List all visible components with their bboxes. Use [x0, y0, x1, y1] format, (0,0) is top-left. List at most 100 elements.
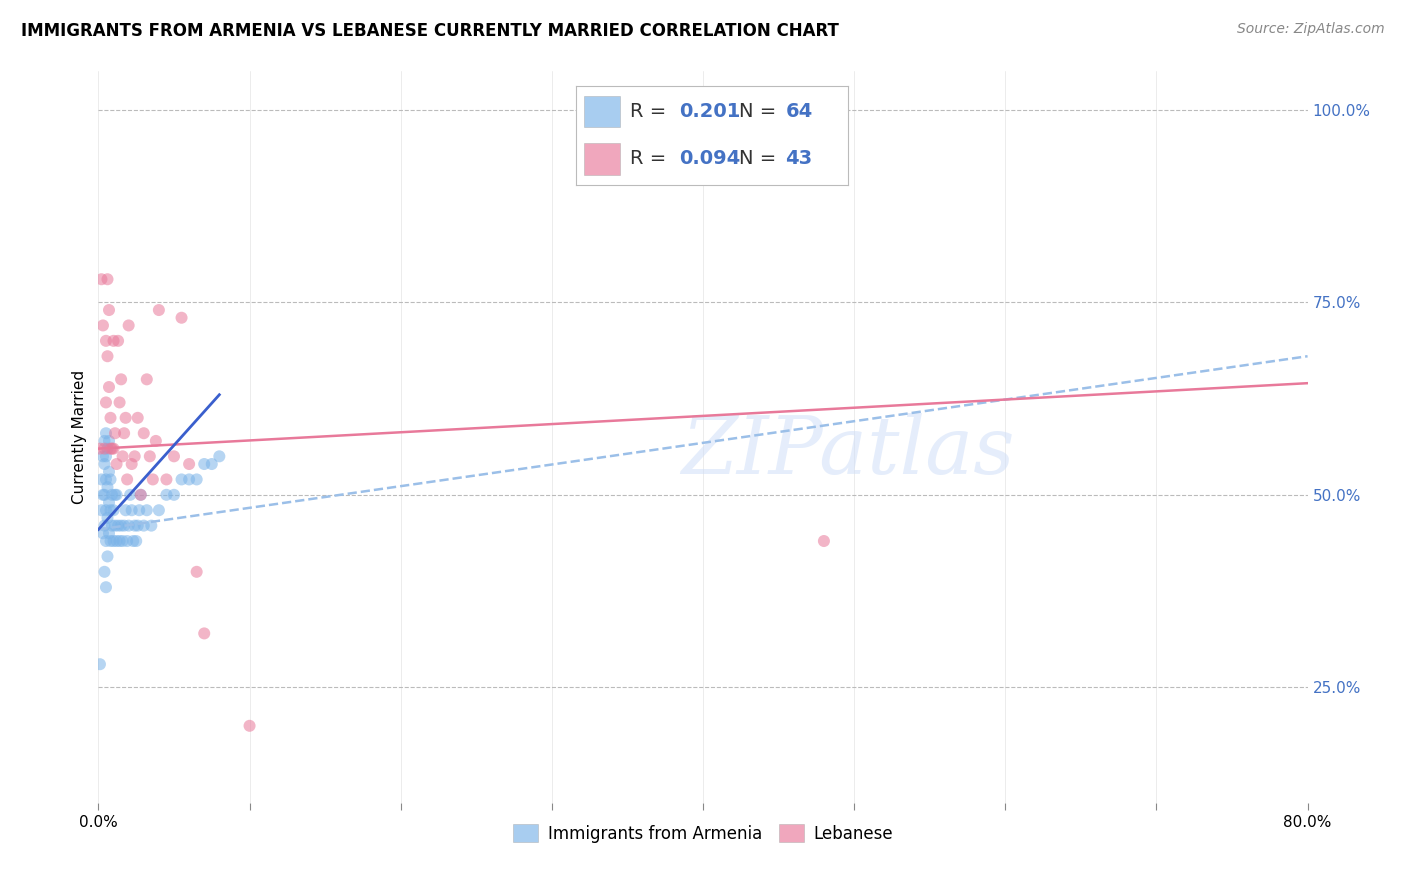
Point — [94, 534, 117, 549]
Point — [100, 472, 122, 486]
Point — [813, 534, 835, 549]
Point — [96, 272, 118, 286]
Point — [96, 549, 118, 564]
Point — [148, 303, 170, 318]
Point — [94, 580, 117, 594]
Point — [108, 395, 131, 409]
Point — [98, 465, 121, 479]
Point — [105, 457, 128, 471]
Text: Source: ZipAtlas.com: Source: ZipAtlas.com — [1237, 22, 1385, 37]
Point — [179, 472, 201, 486]
Point — [90, 503, 112, 517]
Point — [142, 472, 165, 486]
Point — [111, 450, 134, 464]
Point — [135, 503, 157, 517]
Point — [155, 472, 177, 486]
Point — [89, 657, 111, 672]
Point — [115, 534, 138, 549]
Point — [121, 457, 143, 471]
Point — [98, 495, 121, 509]
Point — [128, 503, 150, 517]
Point — [103, 442, 125, 456]
Point — [100, 410, 122, 425]
Point — [96, 511, 118, 525]
Point — [104, 426, 127, 441]
Point — [118, 518, 141, 533]
Point — [124, 450, 146, 464]
Point — [98, 434, 121, 448]
Point — [93, 434, 115, 448]
Point — [96, 480, 118, 494]
Point — [125, 534, 148, 549]
Point — [145, 434, 167, 448]
Point — [112, 426, 135, 441]
Point — [101, 518, 124, 533]
Point — [90, 272, 112, 286]
Point — [193, 457, 215, 471]
Point — [193, 626, 215, 640]
Point — [122, 534, 145, 549]
Point — [89, 442, 111, 456]
Point — [132, 518, 155, 533]
Point — [96, 349, 118, 363]
Point — [103, 334, 125, 348]
Point — [170, 310, 193, 325]
Point — [91, 526, 114, 541]
Text: ZIPatlas: ZIPatlas — [682, 413, 1015, 491]
Point — [100, 534, 122, 549]
Point — [104, 518, 127, 533]
Point — [115, 472, 138, 486]
Point — [93, 565, 115, 579]
Point — [127, 518, 149, 533]
Point — [96, 442, 118, 456]
Point — [104, 488, 127, 502]
Point — [129, 488, 152, 502]
Text: IMMIGRANTS FROM ARMENIA VS LEBANESE CURRENTLY MARRIED CORRELATION CHART: IMMIGRANTS FROM ARMENIA VS LEBANESE CURR… — [21, 22, 839, 40]
Point — [105, 534, 128, 549]
Point — [98, 526, 121, 541]
Point — [105, 488, 128, 502]
Legend: Immigrants from Armenia, Lebanese: Immigrants from Armenia, Lebanese — [506, 818, 900, 849]
Point — [186, 472, 208, 486]
Point — [239, 719, 262, 733]
Point — [94, 472, 117, 486]
Point — [111, 534, 134, 549]
Point — [114, 410, 136, 425]
Point — [93, 518, 115, 533]
Point — [127, 410, 149, 425]
Point — [186, 565, 208, 579]
Point — [114, 503, 136, 517]
Point — [94, 395, 117, 409]
Point — [100, 503, 122, 517]
Point — [120, 488, 142, 502]
Point — [201, 457, 224, 471]
Point — [93, 488, 115, 502]
Point — [124, 518, 146, 533]
Point — [91, 488, 114, 502]
Point — [155, 488, 177, 502]
Point — [94, 426, 117, 441]
Point — [163, 488, 186, 502]
Point — [100, 442, 122, 456]
Point — [108, 534, 131, 549]
Point — [103, 503, 125, 517]
Point — [91, 318, 114, 333]
Point — [103, 534, 125, 549]
Point — [93, 442, 115, 456]
Point — [179, 457, 201, 471]
Point — [94, 450, 117, 464]
Point — [132, 426, 155, 441]
Point — [129, 488, 152, 502]
Point — [101, 442, 124, 456]
Point — [98, 303, 121, 318]
Point — [148, 503, 170, 517]
Point — [94, 334, 117, 348]
Point — [112, 518, 135, 533]
Point — [91, 450, 114, 464]
Point — [141, 518, 163, 533]
Y-axis label: Currently Married: Currently Married — [72, 370, 87, 504]
Point — [163, 450, 186, 464]
Point — [90, 472, 112, 486]
Point — [118, 318, 141, 333]
Point — [110, 518, 132, 533]
